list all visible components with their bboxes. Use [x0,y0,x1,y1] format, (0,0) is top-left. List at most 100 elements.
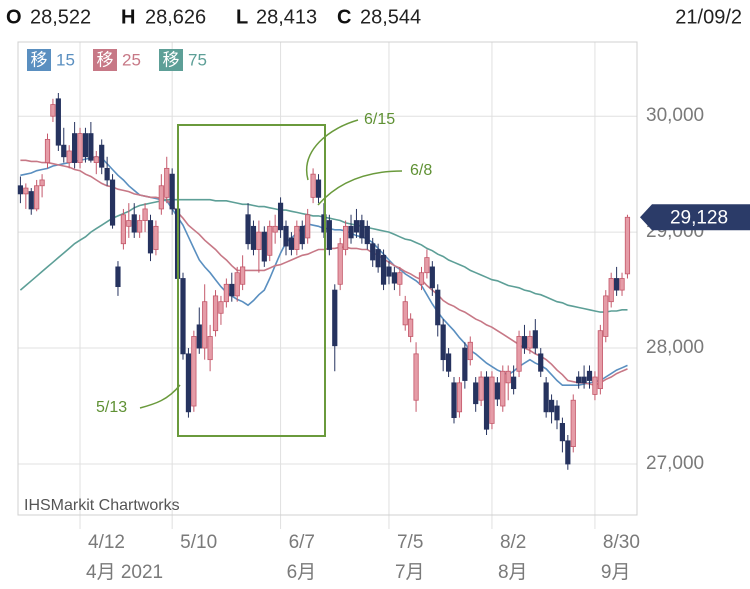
candle-body [603,295,609,337]
ohlc-label: O [6,6,22,28]
candle-body [456,382,463,413]
annotation-arrow [139,384,181,409]
candle-body [380,254,387,285]
candle-body [586,370,593,381]
candle-body [23,187,29,195]
annotation: 5/13 [96,399,127,416]
y-tick-label: 30,000 [646,105,704,126]
candle-body [256,231,262,250]
candle-body [592,376,598,395]
y-tick-label: 27,000 [646,453,704,474]
candle-body [554,405,560,421]
annotation-arrow [305,119,359,181]
candle-body [283,225,289,247]
candle-body [115,266,121,288]
candle-body [543,382,549,413]
candle-body [169,173,175,210]
candle-body [272,225,278,233]
candle-body [34,185,40,210]
ohlc-value: 28,544 [360,6,421,28]
candle-body [413,353,419,401]
candle-body [473,382,479,405]
ohlc-label: C [337,6,351,28]
x-tick-label: 6/7 [289,532,315,553]
annotation-arrow [317,170,403,206]
candle-body [153,225,159,250]
candle-body [440,324,446,361]
candle-body [147,220,154,254]
candle-body [483,376,490,430]
candle-body [17,185,24,195]
annotation: 6/8 [410,162,432,179]
candle-body [418,272,425,285]
candle-body [245,214,251,245]
candle-body [570,399,576,448]
candle-body [310,173,316,198]
watermark: IHSMarkit Chartworks [24,497,180,514]
x-tick-label: 5/10 [180,532,217,553]
candle-body [207,336,213,361]
candle-body [462,347,468,381]
candle-body [109,179,116,226]
legend-label: 75 [188,50,207,69]
x-tick-label: 4/12 [88,532,125,553]
candle-body [624,216,631,275]
candle-body [77,133,83,163]
candle-body [93,156,99,163]
candle-body [180,278,186,355]
legend-badge-text: 移 [163,50,180,69]
candle-body [348,225,354,239]
x-month-label: 9月 [601,562,631,583]
candle-body [142,208,148,221]
candle-body [88,133,94,161]
candle-body [364,225,370,245]
candle-body [516,336,522,372]
candle-body [55,98,61,146]
candle-body [608,278,614,303]
candle-body [500,370,506,407]
candle-body [267,225,273,256]
candle-body [559,423,566,442]
legend-badge [93,49,117,71]
candle-body [99,144,105,168]
x-tick-label: 8/2 [500,532,526,553]
legend-badge-text: 移 [97,50,114,69]
candle-body [343,225,349,250]
annotations: 6/15 6/8 5/13 [96,111,432,416]
ohlc-value: 28,522 [30,6,91,28]
x-tick-label: 8/30 [603,532,640,553]
legend-badge [159,49,183,71]
candle-body [104,167,110,181]
candle-body [511,376,517,390]
candle-body [614,278,620,291]
ohlc-label: L [236,6,248,28]
candle-body [451,382,457,419]
candles [17,93,631,470]
candle-body [332,289,338,347]
plot-frame [17,41,638,516]
candle-body [424,257,430,274]
ohlc-label: H [121,6,135,28]
candle-body [131,214,137,233]
moving-average-line [20,159,628,387]
ohlc-value: 28,413 [256,6,317,28]
candle-body [397,272,403,285]
candle-body [299,225,305,245]
x-month-label: 7月 [395,562,425,583]
candle-body [402,301,408,326]
candle-body [250,225,257,250]
candle-body [581,376,587,384]
candle-body [489,376,495,424]
candle-body [467,341,473,361]
highlight-box [177,124,326,437]
candle-body [234,272,240,297]
candle-body [277,202,284,231]
candle-body [548,399,555,413]
header: O 28,522 H 28,626 L 28,413 C 28,544 21/0… [6,6,742,28]
annotation: 6/15 [364,111,395,128]
candle-body [196,324,202,349]
candle-body [521,336,528,349]
candle-body [597,330,603,390]
